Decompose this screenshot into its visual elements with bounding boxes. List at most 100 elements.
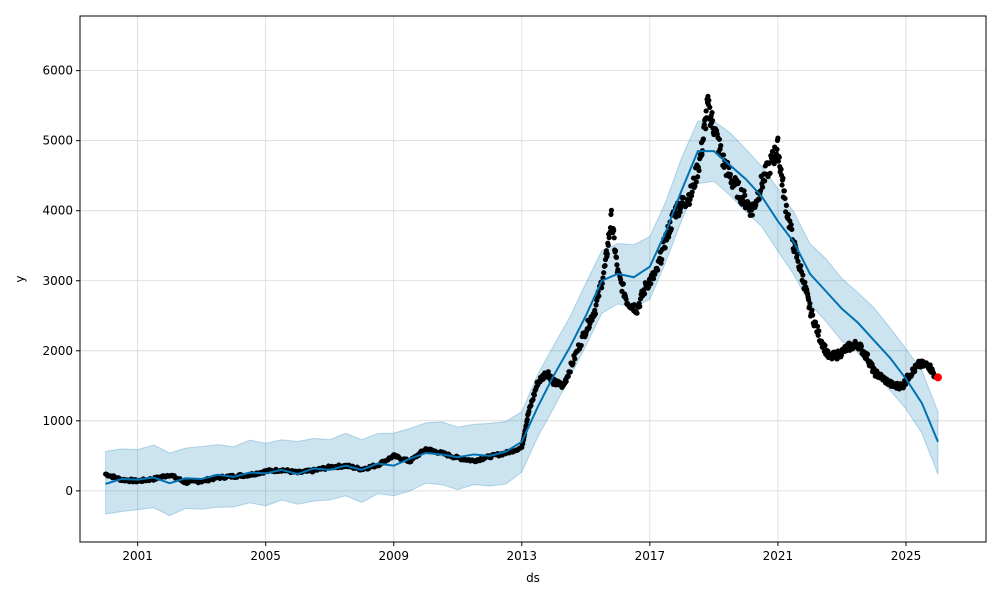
observed-point (816, 328, 822, 334)
observed-point (693, 179, 699, 185)
observed-point (611, 227, 617, 233)
observed-point (578, 342, 584, 349)
observed-point (592, 311, 599, 317)
observed-point (620, 281, 626, 287)
observed-point (912, 368, 918, 375)
observed-point (822, 342, 828, 349)
observed-point (699, 151, 705, 158)
observed-point (705, 93, 711, 99)
observed-point (567, 369, 573, 375)
observed-point (716, 136, 722, 142)
observed-point (570, 360, 576, 366)
observed-point (696, 167, 702, 174)
forecast-line (105, 150, 939, 485)
observed-point (701, 121, 707, 128)
observed-point (838, 352, 845, 358)
observed-point (608, 207, 615, 213)
y-tick-label: 4000 (42, 204, 73, 218)
observed-point (706, 97, 712, 103)
observed-point (659, 256, 665, 263)
highlight-point (933, 373, 942, 382)
observed-point (759, 184, 766, 190)
observed-point (655, 267, 661, 273)
observed-point (689, 189, 695, 195)
observed-point (735, 179, 742, 185)
forecast-line-group (105, 150, 939, 485)
observed-point (565, 373, 571, 380)
observed-point (849, 346, 856, 352)
observed-point (718, 143, 724, 149)
observed-point (612, 248, 619, 254)
observed-point (756, 196, 762, 202)
observed-point (727, 171, 733, 177)
observed-point (563, 378, 569, 385)
observed-point (788, 222, 794, 228)
observed-point (749, 212, 755, 218)
y-tick-label: 3000 (42, 274, 73, 288)
x-tick-label: 2021 (763, 549, 794, 563)
observed-point (695, 174, 701, 180)
observed-point (524, 416, 530, 423)
observed-point (767, 170, 773, 176)
y-tick-label: 5000 (42, 134, 73, 148)
observed-point (769, 148, 776, 155)
observed-point (602, 263, 608, 269)
observed-point (605, 242, 611, 248)
x-tick-label: 2005 (250, 549, 281, 563)
observed-point (781, 188, 787, 194)
observed-point (795, 258, 801, 264)
observed-point (703, 126, 709, 132)
observed-point (530, 396, 536, 403)
observed-point (709, 118, 716, 124)
observed-point (593, 302, 599, 308)
observed-point (604, 251, 610, 257)
observed-point (650, 276, 657, 282)
observed-point (596, 293, 602, 299)
observed-point (809, 307, 815, 313)
x-tick-label: 2001 (122, 549, 153, 563)
x-axis: 2001 2005 2009 2013 2017 2021 2025 (122, 542, 921, 563)
observed-point (778, 166, 784, 172)
observed-point (785, 211, 792, 218)
observed-point (782, 195, 788, 202)
observed-point (802, 279, 808, 285)
observed-point (608, 211, 614, 217)
observed-point (783, 202, 789, 208)
observed-point (599, 285, 605, 291)
observed-point (526, 408, 532, 415)
y-axis-label: y (13, 275, 27, 282)
x-tick-label: 2017 (635, 549, 666, 563)
x-tick-label: 2013 (507, 549, 538, 563)
observed-point (709, 110, 715, 116)
observed-point (864, 351, 871, 357)
observed-point (686, 201, 693, 207)
observed-point (800, 272, 806, 278)
observed-point (611, 235, 617, 241)
observed-point (762, 178, 768, 184)
observed-point (572, 356, 578, 362)
observed-point (776, 154, 782, 160)
observed-point (927, 362, 933, 368)
observed-point (741, 188, 747, 194)
observed-point (771, 161, 777, 167)
observed-point (779, 182, 785, 188)
observed-point (634, 310, 640, 316)
observed-point (531, 392, 537, 398)
observed-point (753, 202, 759, 208)
observed-point (789, 226, 795, 233)
observed-point (692, 183, 698, 189)
y-tick-label: 1000 (42, 414, 73, 428)
y-tick-label: 0 (65, 484, 73, 498)
observed-point (614, 262, 620, 268)
observed-point (606, 235, 612, 241)
observed-point (814, 323, 821, 329)
observed-point (703, 108, 709, 114)
observed-point (807, 300, 813, 307)
observed-point (623, 296, 629, 302)
x-tick-label: 2009 (378, 549, 409, 563)
highlight-points (933, 373, 942, 382)
observed-point (798, 263, 804, 269)
observed-point (780, 175, 786, 181)
observed-point (648, 281, 654, 287)
